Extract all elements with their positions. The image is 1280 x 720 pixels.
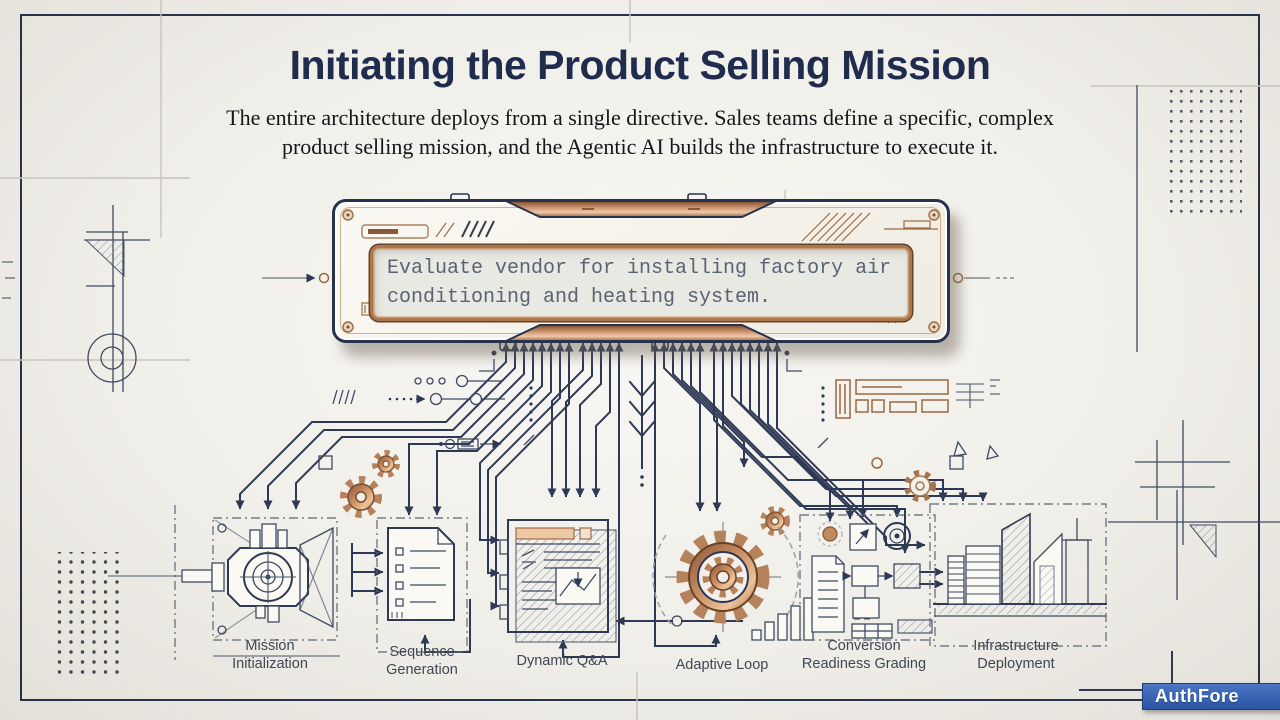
mini-bar-chart-icon [751, 597, 814, 641]
mission-directive-panel: Evaluate vendor for installing factory a… [332, 199, 950, 343]
checklist-document-icon [376, 517, 468, 653]
dotted-columns [523, 386, 829, 449]
city-buildings-icon [929, 503, 1107, 647]
graded-report-flow-icon [799, 514, 936, 641]
dot-grid-bottom-left [57, 552, 125, 676]
page-subtitle: The entire architecture deploys from a s… [226, 105, 1054, 159]
blueprint-border-frame [20, 14, 1260, 701]
tick-marks [318, 389, 964, 470]
dot-grid-top-right [1166, 86, 1242, 218]
panel-decorations [342, 200, 940, 342]
brand-logo-text: AuthFore [1155, 686, 1239, 706]
component-symbol [439, 438, 1000, 469]
copper-widget-cluster [835, 379, 1000, 419]
label-sequence-generation: Sequence Generation [386, 644, 458, 678]
panel-tally-marks [461, 220, 495, 238]
via-circles-left [388, 374, 505, 406]
corner-marks [479, 350, 802, 372]
label-dynamic-qa: Dynamic Q&A [516, 653, 608, 669]
directive-text: Evaluate vendor for installing factory a… [387, 257, 892, 309]
label-adaptive-loop: Adaptive Loop [675, 657, 769, 673]
label-infrastructure-deployment: Infrastructure Deployment [973, 638, 1059, 672]
label-conversion-readiness-grading: Conversion Readiness Grading [801, 638, 927, 672]
circuit-fanout-traces [235, 342, 988, 658]
directive-display: Evaluate vendor for installing factory a… [370, 245, 912, 321]
bottom-copper-band [505, 324, 777, 342]
small-gear-icons [340, 450, 936, 536]
brand-logo: AuthFore [1142, 683, 1280, 710]
left-blueprint-sketch [2, 205, 150, 392]
qa-screen-icon [499, 519, 617, 643]
page-title: Initiating the Product Selling Mission [289, 42, 991, 88]
chevron-arrow-column [628, 355, 656, 487]
copper-gear-icon [652, 522, 814, 641]
machine-blueprint-icon [108, 505, 340, 660]
label-mission-initialization: Mission Initialization [232, 638, 308, 672]
right-blueprint-sketch [1079, 420, 1280, 691]
top-copper-band [505, 200, 777, 218]
mini-table-icon [851, 618, 893, 639]
corner-screw-icons [342, 209, 940, 333]
